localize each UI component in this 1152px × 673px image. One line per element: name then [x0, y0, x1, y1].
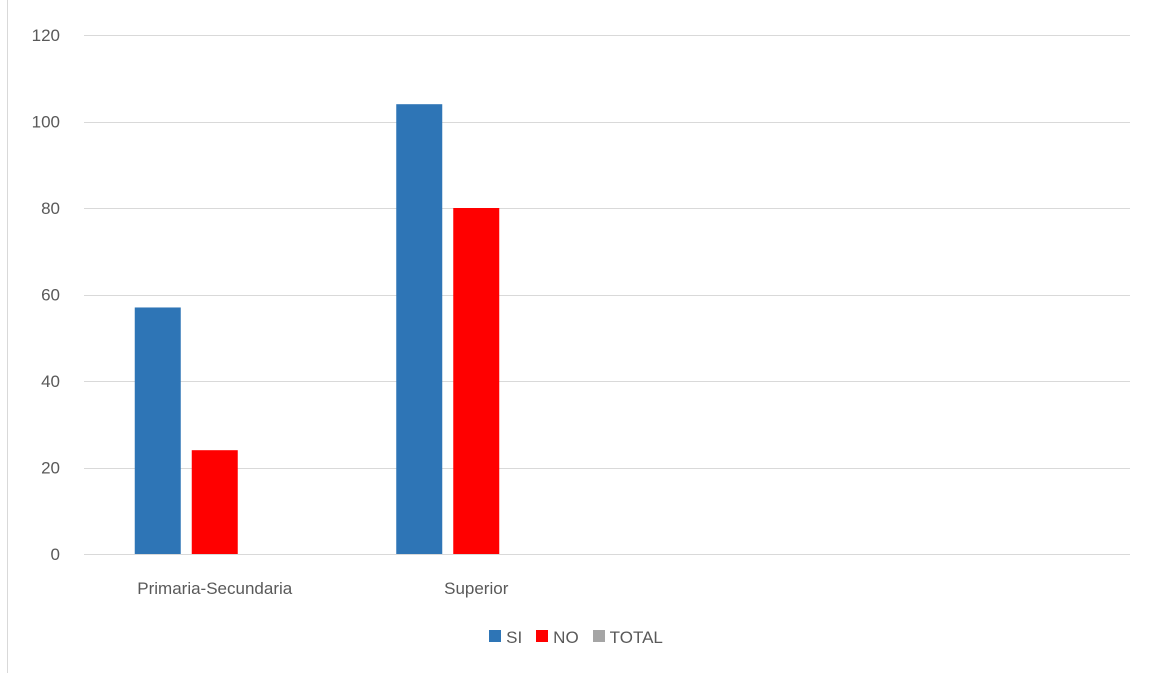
legend-label-total: TOTAL [609, 628, 663, 647]
bars [134, 104, 500, 554]
bar-si-1 [396, 104, 443, 554]
x-category-label: Primaria-Secundaria [137, 579, 292, 598]
legend-item-total: TOTAL [592, 628, 663, 648]
x-category-label: Superior [444, 579, 509, 598]
legend-swatch-si [489, 630, 502, 642]
legend-item-si: SI [489, 628, 522, 648]
legend-label-si: SI [506, 628, 523, 647]
y-tick-label: 20 [41, 459, 60, 478]
legend: SI NO TOTAL [0, 628, 1152, 648]
y-axis-tick-labels: 0 20 40 60 80 100 120 [32, 26, 60, 564]
y-tick-label: 0 [51, 545, 60, 564]
y-tick-label: 60 [41, 286, 60, 305]
legend-label-no: NO [553, 628, 579, 647]
bar-no-0 [191, 450, 238, 554]
bar-si-0 [134, 307, 181, 554]
y-tick-label: 80 [41, 199, 60, 218]
bar-no-1 [453, 208, 500, 554]
legend-swatch-total [592, 630, 605, 642]
y-tick-label: 40 [41, 372, 60, 391]
legend-swatch-no [536, 630, 549, 642]
y-tick-label: 100 [32, 113, 60, 132]
y-tick-label: 120 [32, 26, 60, 45]
legend-item-no: NO [536, 628, 579, 648]
x-axis-category-labels: Primaria-Secundaria Superior [137, 579, 508, 598]
gridlines [84, 35, 1130, 555]
